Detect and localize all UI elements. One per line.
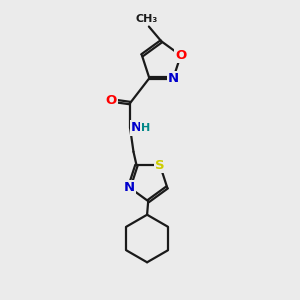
Text: O: O: [105, 94, 117, 107]
Text: O: O: [175, 49, 186, 62]
Text: S: S: [155, 159, 165, 172]
Text: N: N: [168, 72, 179, 85]
Text: N: N: [124, 181, 135, 194]
Text: H: H: [141, 123, 150, 133]
Text: N: N: [131, 122, 142, 134]
Text: CH₃: CH₃: [136, 14, 158, 24]
